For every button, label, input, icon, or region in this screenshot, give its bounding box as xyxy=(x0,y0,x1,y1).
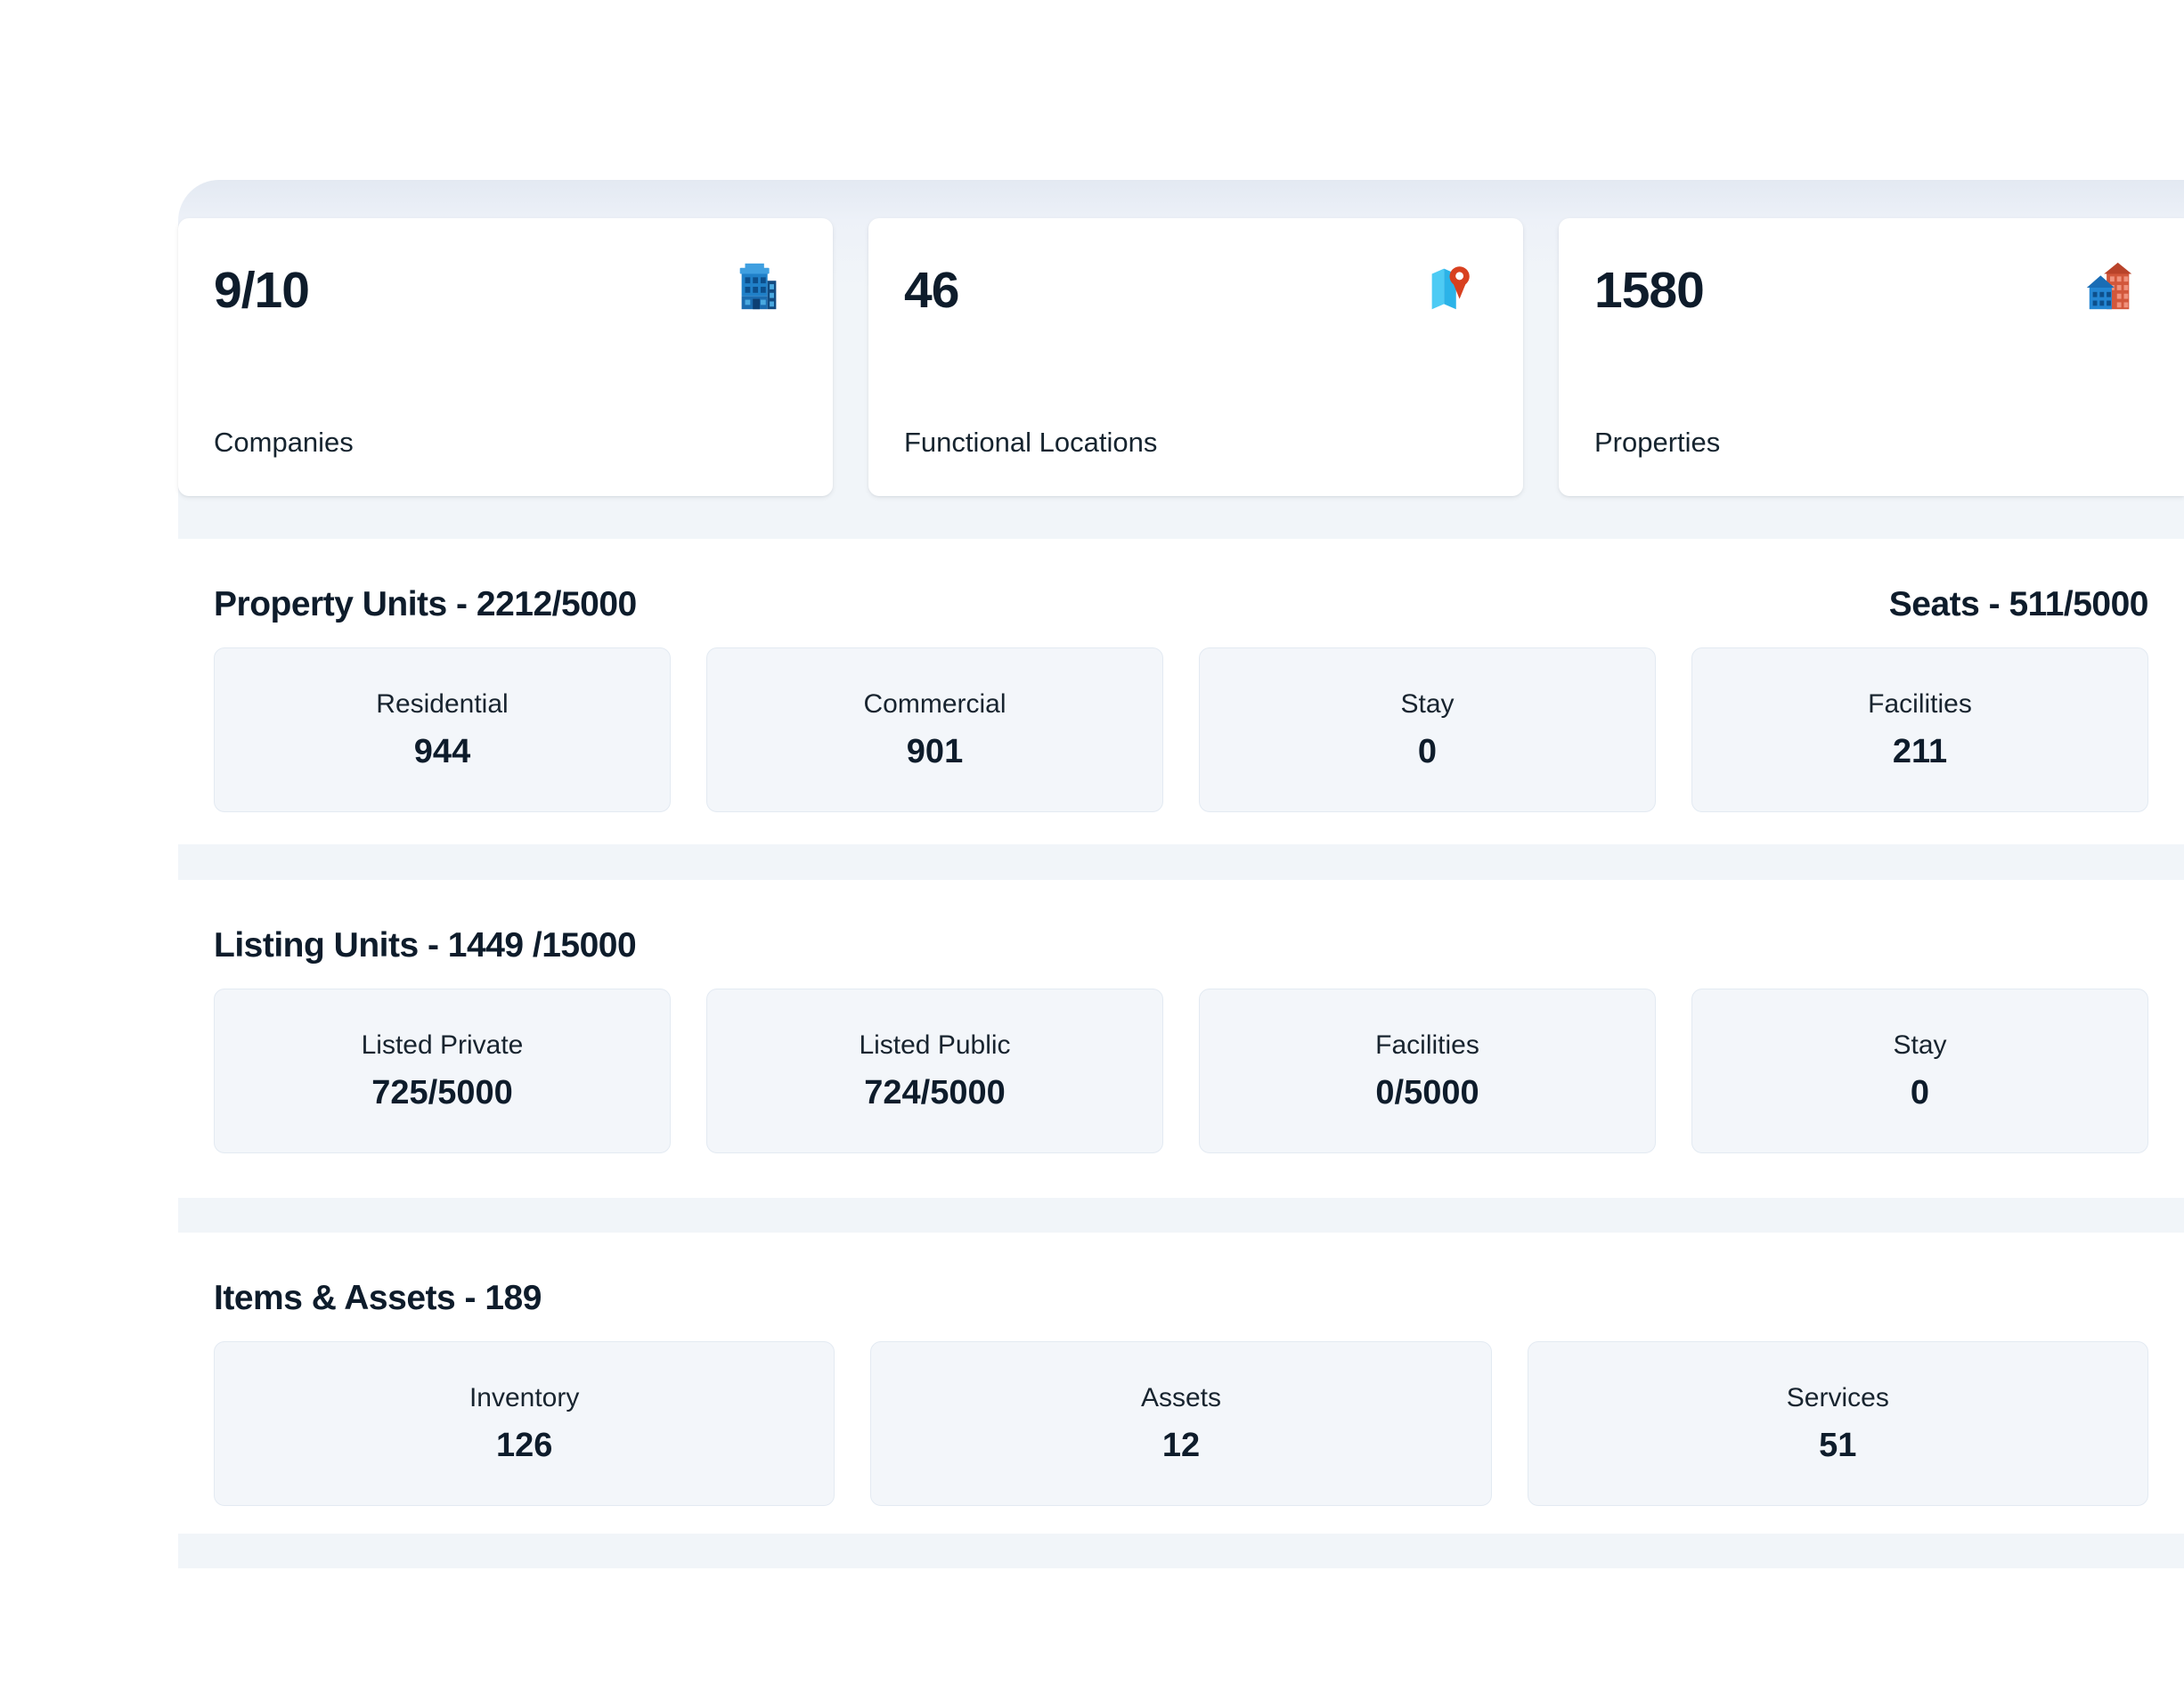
items-assets-row: Inventory 126 Assets 12 Services 51 xyxy=(214,1341,2148,1506)
metric-label: Stay xyxy=(1400,688,1455,719)
metric-label: Stay xyxy=(1893,1030,1947,1060)
stat-card-properties[interactable]: 1580 Properties xyxy=(1559,218,2184,496)
metric-value: 725/5000 xyxy=(371,1073,513,1111)
metric-box-assets[interactable]: Assets 12 xyxy=(870,1341,1492,1506)
properties-label: Properties xyxy=(1594,427,1721,458)
metric-label: Commercial xyxy=(863,688,1006,719)
metric-box-stay[interactable]: Stay 0 xyxy=(1199,647,1656,812)
property-units-title: Property Units - 2212/5000 xyxy=(214,585,637,623)
metric-label: Listed Public xyxy=(859,1030,1011,1060)
metric-value: 12 xyxy=(1161,1426,1201,1464)
metric-value: 126 xyxy=(495,1426,553,1464)
listing-units-header: Listing Units - 1449 /15000 xyxy=(214,880,2148,965)
metric-value: 0/5000 xyxy=(1375,1073,1479,1111)
metric-box-listed-private[interactable]: Listed Private 725/5000 xyxy=(214,989,671,1153)
metric-value: 0 xyxy=(1910,1073,1930,1111)
properties-count: 1580 xyxy=(1594,262,1705,319)
metric-label: Listed Private xyxy=(361,1030,524,1060)
metric-value: 211 xyxy=(1892,732,1948,770)
metric-box-services[interactable]: Services 51 xyxy=(1527,1341,2148,1506)
metric-box-facilities-listing[interactable]: Facilities 0/5000 xyxy=(1199,989,1656,1153)
functional-locations-count: 46 xyxy=(904,262,959,319)
metric-label: Facilities xyxy=(1375,1030,1479,1060)
house-and-building-icon xyxy=(2082,259,2138,314)
property-units-row: Residential 944 Commercial 901 Stay 0 Fa… xyxy=(214,647,2148,812)
metric-value: 51 xyxy=(1819,1426,1857,1464)
metric-box-commercial[interactable]: Commercial 901 xyxy=(706,647,1163,812)
listing-units-title: Listing Units - 1449 /15000 xyxy=(214,926,637,965)
functional-locations-label: Functional Locations xyxy=(904,427,1158,458)
dashboard-panel: 9/10 Companies xyxy=(178,180,2184,1568)
metric-label: Inventory xyxy=(469,1382,580,1412)
metric-label: Residential xyxy=(376,688,509,719)
metric-box-residential[interactable]: Residential 944 xyxy=(214,647,671,812)
section-property-units: Property Units - 2212/5000 Seats - 511/5… xyxy=(178,539,2184,844)
metric-value: 944 xyxy=(413,732,471,770)
metric-label: Services xyxy=(1786,1382,1889,1412)
items-assets-title: Items & Assets - 189 xyxy=(214,1279,542,1317)
listing-units-row: Listed Private 725/5000 Listed Public 72… xyxy=(214,989,2148,1153)
companies-label: Companies xyxy=(214,427,354,458)
metric-box-stay-listing[interactable]: Stay 0 xyxy=(1691,989,2148,1153)
items-assets-header: Items & Assets - 189 xyxy=(214,1233,2148,1318)
stat-card-companies[interactable]: 9/10 Companies xyxy=(178,218,833,496)
stat-card-functional-locations[interactable]: 46 Functional Locations xyxy=(868,218,1523,496)
companies-count: 9/10 xyxy=(214,262,310,319)
office-building-icon xyxy=(731,259,786,314)
map-location-pin-icon xyxy=(1422,259,1477,314)
metric-value: 724/5000 xyxy=(864,1073,1006,1111)
section-listing-units: Listing Units - 1449 /15000 Listed Priva… xyxy=(178,880,2184,1198)
metric-box-listed-public[interactable]: Listed Public 724/5000 xyxy=(706,989,1163,1153)
section-items-assets: Items & Assets - 189 Inventory 126 Asset… xyxy=(178,1233,2184,1534)
metric-value: 901 xyxy=(906,732,964,770)
property-units-header: Property Units - 2212/5000 Seats - 511/5… xyxy=(214,539,2149,624)
metric-value: 0 xyxy=(1417,732,1438,770)
stat-cards-row: 9/10 Companies xyxy=(178,218,2184,496)
metric-box-inventory[interactable]: Inventory 126 xyxy=(214,1341,835,1506)
metric-label: Assets xyxy=(1140,1382,1221,1412)
metric-box-facilities[interactable]: Facilities 211 xyxy=(1691,647,2148,812)
metric-label: Facilities xyxy=(1868,688,1972,719)
seats-title: Seats - 511/5000 xyxy=(1888,585,2149,623)
